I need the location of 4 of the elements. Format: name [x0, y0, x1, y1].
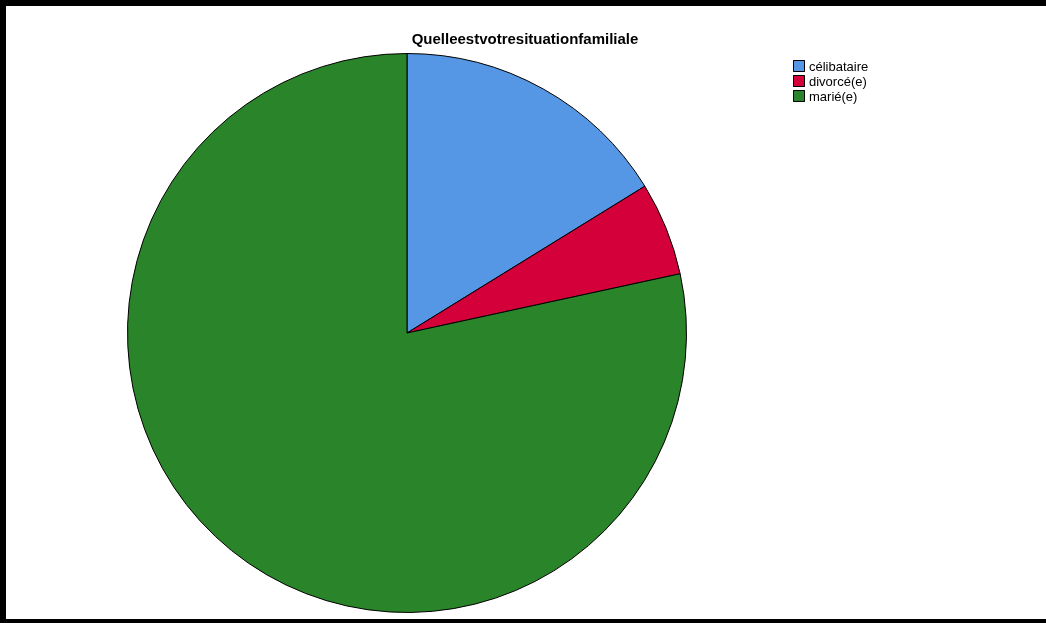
legend-label: divorcé(e): [809, 73, 867, 89]
legend-label: marié(e): [809, 88, 858, 104]
legend-label: célibataire: [809, 58, 869, 74]
chart-title: Quelleestvotresituationfamiliale: [411, 30, 639, 48]
